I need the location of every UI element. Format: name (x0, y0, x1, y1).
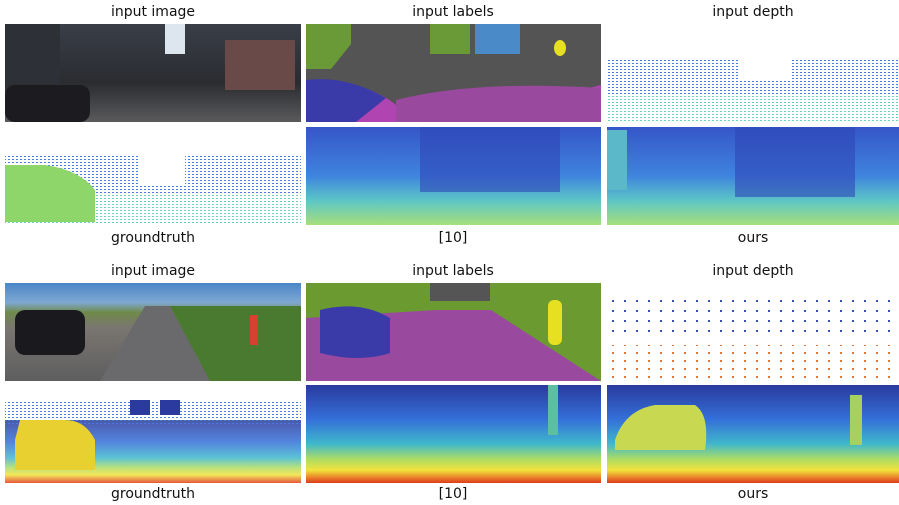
baseline-depth (306, 127, 601, 225)
block-2: input image input labels input depth (5, 263, 899, 502)
groundtruth (5, 127, 301, 225)
panel-label: ours (738, 230, 769, 246)
panel-label: [10] (439, 230, 468, 246)
input-depth (607, 24, 899, 122)
ours-depth (607, 385, 899, 483)
panel-label: input labels (412, 263, 494, 279)
ours-depth (607, 127, 899, 225)
figure: input image input labels input depth (0, 0, 899, 505)
baseline-depth (306, 385, 601, 483)
panel-label: [10] (439, 486, 468, 502)
panel-label: input image (111, 263, 195, 279)
panel-label: groundtruth (111, 486, 195, 502)
input-labels (306, 24, 601, 122)
panel-label: input image (111, 4, 195, 20)
input-image (5, 283, 301, 381)
input-labels (306, 283, 601, 381)
panel-label: input depth (712, 263, 793, 279)
panel-label: groundtruth (111, 230, 195, 246)
panel-label: input depth (712, 4, 793, 20)
panel-label: ours (738, 486, 769, 502)
input-depth (607, 283, 899, 381)
input-image (5, 24, 301, 122)
block-1: input image input labels input depth (5, 4, 899, 246)
panel-label: input labels (412, 4, 494, 20)
groundtruth (5, 385, 301, 483)
